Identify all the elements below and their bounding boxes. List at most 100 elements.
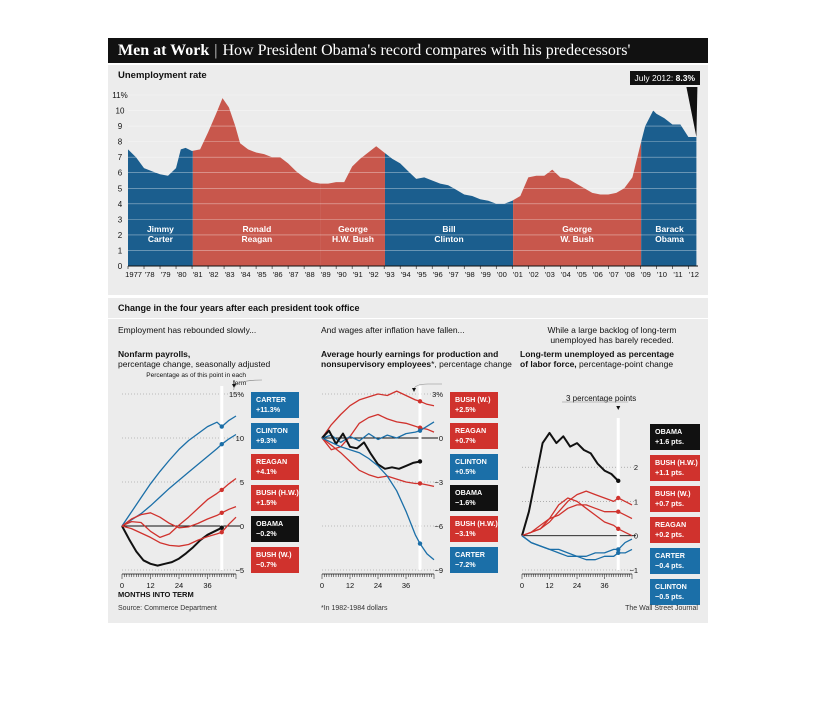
series-marker <box>616 547 621 552</box>
legend-value: −0.5 pts. <box>655 592 684 601</box>
x-tick-label: '00 <box>497 270 507 279</box>
credit: The Wall Street Journal <box>625 605 698 612</box>
unemployment-area-clinton <box>384 153 514 266</box>
legend-name: CLINTON <box>655 582 687 591</box>
x-tick-label: '09 <box>641 270 651 279</box>
president-label-last: Clinton <box>434 234 463 244</box>
x-tick-label: 24 <box>175 581 183 590</box>
legend-box-bush-w- <box>450 392 498 418</box>
legend-name: CLINTON <box>455 457 487 466</box>
president-label-first: George <box>562 224 592 234</box>
p3-intro: While a large backlog of long-term unemp… <box>522 325 702 345</box>
x-tick-label: '88 <box>305 270 315 279</box>
series-marker <box>417 541 423 546</box>
latest-value-callout: July 2012: 8.3% <box>629 71 700 85</box>
legend-name: BUSH (H.W.) <box>655 458 698 467</box>
y-tick-label: 0 <box>439 434 443 443</box>
p3-intro-2: unemployed has barely receded. <box>550 335 674 345</box>
x-tick-label: 36 <box>203 581 211 590</box>
x-tick-label: 0 <box>320 581 324 590</box>
legend-name: OBAMA <box>655 427 682 436</box>
unemployment-panel: Unemployment rate July 2012: 8.3% 0 1 2 3 4 5… <box>108 65 708 295</box>
series-marker <box>219 510 224 515</box>
pointer-arrow <box>412 388 416 392</box>
legend-value: −7.2% <box>455 560 476 569</box>
series-line-carter <box>321 437 435 561</box>
legend-value: −0.7% <box>256 560 277 569</box>
series-marker <box>616 509 621 514</box>
four-years-panel: Change in the four years after each pres… <box>108 298 708 623</box>
y-tick-label: 0 <box>634 532 638 541</box>
series-marker <box>219 487 224 493</box>
series-line-carter <box>121 415 237 527</box>
legend-name: BUSH (H.W.) <box>256 488 299 497</box>
legend-box-obama <box>251 516 299 542</box>
legend-box-clinton <box>450 454 498 480</box>
y-tick-label: 5 <box>118 184 123 193</box>
p2-intro: And wages after inflation have fallen... <box>321 325 465 335</box>
legend-box-carter <box>251 392 299 418</box>
legend-value: −0.2% <box>256 529 277 538</box>
series-marker <box>616 550 621 556</box>
x-tick-label: '91 <box>353 270 363 279</box>
x-tick-label: '85 <box>257 270 267 279</box>
legend-name: BUSH (W.) <box>455 395 491 404</box>
x-tick-label: 36 <box>402 581 410 590</box>
legend-value: +9.3% <box>256 436 277 445</box>
series-line-clinton <box>121 433 237 527</box>
x-tick-label: 12 <box>146 581 154 590</box>
x-tick-label: '84 <box>241 270 251 279</box>
x-tick-label: '87 <box>289 270 299 279</box>
y-tick-label: −1 <box>629 566 638 575</box>
p3-title-bold-1: Long-term unemployed as percentage <box>520 349 674 359</box>
x-tick-label: 0 <box>520 581 524 590</box>
section-divider <box>108 318 708 319</box>
p2-title-rest: , percentage change <box>434 359 512 369</box>
series-line-obama <box>521 431 620 536</box>
legend-value: +0.7% <box>455 436 476 445</box>
series-marker <box>616 526 621 532</box>
y-tick-label: −5 <box>235 566 244 575</box>
legend-box-reagan <box>450 423 498 449</box>
series-marker <box>219 525 224 530</box>
legend-box-bush-h-w- <box>450 516 498 542</box>
legend-box-obama <box>450 485 498 511</box>
president-label-first: George <box>338 224 368 234</box>
section-title: Change in the four years after each pres… <box>118 303 360 313</box>
y-tick-label: 10 <box>236 434 244 443</box>
x-tick-label: 36 <box>600 581 608 590</box>
legend-box-bush-w- <box>251 547 299 573</box>
x-tick-label: 24 <box>573 581 581 590</box>
legend-value: +0.5% <box>455 467 476 476</box>
president-label-last: Reagan <box>242 234 273 244</box>
y-tick-label: −9 <box>434 566 443 575</box>
x-tick-label: 24 <box>374 581 382 590</box>
president-label-first: Ronald <box>242 224 271 234</box>
unemployment-area-h-w-bush <box>320 146 385 266</box>
y-tick-label: 7 <box>118 153 123 162</box>
p3-title-rest: percentage-point change <box>576 359 674 369</box>
legend-value: −1.6% <box>455 498 476 507</box>
legend-value: +0.2 pts. <box>655 530 684 539</box>
legend-name: CARTER <box>256 395 287 404</box>
p3-annotation: 3 percentage points <box>566 394 637 403</box>
x-tick-label: 12 <box>545 581 553 590</box>
y-tick-label: 1 <box>634 497 638 506</box>
president-label-first: Bill <box>442 224 455 234</box>
y-tick-label: −3 <box>434 478 443 487</box>
president-label-last: W. Bush <box>560 234 594 244</box>
p1-intro: Employment has rebounded slowly... <box>118 325 257 335</box>
header-title-bold: Men at Work <box>118 42 210 59</box>
p3-title: Long-term unemployed as percentage of la… <box>520 349 706 369</box>
series-line-bush-w- <box>121 516 237 547</box>
y-tick-label: 2 <box>634 463 638 472</box>
unemployment-chart: 0 1 2 3 4 5 6 7 8 9 10 11% 1977'78 '79 '80 '81 '82 '83 '84… <box>112 87 699 279</box>
p1-title-bold: Nonfarm payrolls, <box>118 349 191 359</box>
y-tick-label: 2 <box>118 231 123 240</box>
series-marker <box>219 424 224 429</box>
legend-value: −0.4 pts. <box>655 561 684 570</box>
callout-prefix: July 2012: <box>634 73 674 83</box>
x-tick-label: '81 <box>193 270 203 279</box>
x-tick-label: '79 <box>161 270 171 279</box>
legend-value: +0.7 pts. <box>655 499 684 508</box>
